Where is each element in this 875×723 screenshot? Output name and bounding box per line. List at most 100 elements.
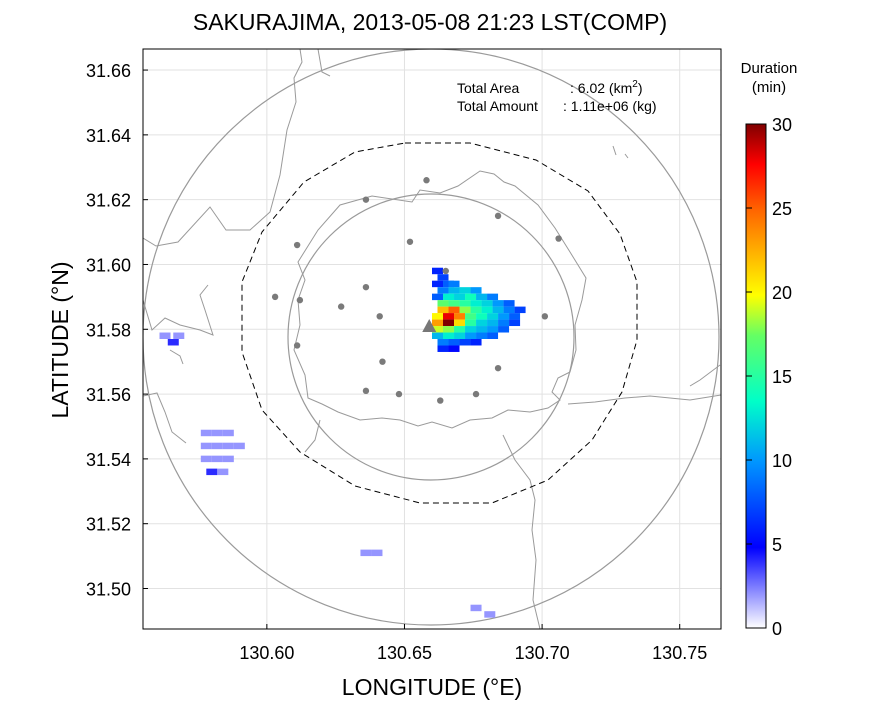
duration-cell (454, 332, 466, 339)
x-tick-label: 130.60 (239, 643, 294, 663)
colorbar-tick-label: 0 (772, 619, 782, 639)
duration-cell (437, 345, 449, 352)
colorbar-tick-label: 20 (772, 283, 792, 303)
duration-cell (470, 604, 482, 612)
duration-cell (233, 442, 245, 450)
duration-cell (487, 313, 499, 320)
colorbar: Duration (min) 0 5 10 15 20 25 30 (741, 60, 798, 639)
duration-cell (465, 319, 477, 327)
duration-cell (222, 455, 234, 463)
y-tick-label: 31.56 (86, 385, 131, 405)
colorbar-tick-label: 15 (772, 367, 792, 387)
duration-cell (432, 293, 444, 301)
plot-frame (142, 48, 722, 630)
duration-cell (465, 326, 477, 333)
duration-cell (448, 280, 460, 288)
duration-cell (454, 319, 466, 327)
station-point (494, 212, 502, 220)
duration-cell (211, 442, 223, 450)
duration-cell (470, 339, 482, 346)
station-point (271, 293, 279, 301)
duration-cell (448, 345, 460, 352)
duration-cell (448, 306, 460, 314)
duration-cell (487, 319, 499, 327)
duration-cell (448, 287, 460, 294)
y-tick-label: 31.64 (86, 126, 131, 146)
duration-cell (173, 332, 185, 339)
duration-cell (211, 429, 223, 437)
duration-cell (443, 332, 455, 339)
duration-cell (217, 468, 229, 476)
total-area-value: : 6.02 (km2) (570, 79, 642, 96)
station-point (362, 387, 370, 395)
y-tick-label: 31.50 (86, 579, 131, 599)
duration-cell (432, 280, 444, 288)
range-ring-inner (287, 193, 575, 481)
station-point (442, 267, 449, 275)
colorbar-title: Duration (741, 60, 798, 77)
duration-cell (509, 319, 521, 327)
station-point (494, 364, 502, 372)
duration-cell (487, 332, 499, 339)
duration-cell (514, 306, 526, 314)
y-axis-ticks: 31.50 31.52 31.54 31.56 31.58 31.60 31.62 31.64… (86, 61, 148, 599)
duration-cell (476, 313, 488, 320)
duration-cell (167, 339, 179, 346)
duration-cell (432, 313, 444, 320)
colorbar-tick-label: 10 (772, 451, 792, 471)
x-tick-label: 130.75 (652, 643, 707, 663)
observation-boundary (241, 142, 638, 504)
duration-cell (432, 332, 444, 339)
duration-cell (371, 549, 383, 557)
duration-cell (492, 306, 504, 314)
station-point (555, 235, 562, 242)
x-tick-label: 130.65 (377, 643, 432, 663)
duration-cell (200, 442, 212, 450)
duration-cell (437, 274, 449, 281)
duration-cell (459, 339, 471, 346)
duration-cell (432, 326, 444, 333)
y-tick-label: 31.54 (86, 450, 131, 470)
coastline (143, 49, 721, 629)
y-tick-label: 31.60 (86, 255, 131, 275)
duration-cell (454, 326, 466, 333)
duration-cell (211, 455, 223, 463)
colorbar-tick-label: 5 (772, 535, 782, 555)
duration-cell (432, 267, 444, 275)
colorbar-unit: (min) (752, 79, 786, 96)
station-point (379, 358, 386, 365)
duration-cell (470, 300, 482, 307)
station-point (423, 177, 430, 184)
duration-cell (437, 306, 449, 314)
range-ring-outer (143, 49, 720, 626)
duration-cell (159, 332, 171, 339)
colorbar-tick-label: 30 (772, 115, 792, 135)
station-point (362, 283, 370, 291)
duration-cell (222, 442, 234, 450)
y-tick-label: 31.62 (86, 191, 131, 211)
duration-cell (432, 319, 444, 327)
y-tick-label: 31.52 (86, 515, 131, 535)
y-tick-label: 31.58 (86, 320, 131, 340)
x-tick-label: 130.70 (515, 643, 570, 663)
duration-cell (498, 326, 510, 333)
duration-cell (459, 287, 471, 294)
duration-cell (437, 300, 449, 307)
station-point (472, 390, 480, 398)
duration-cell (476, 293, 488, 301)
duration-cell (360, 549, 372, 557)
station-point (293, 342, 301, 349)
duration-cell (487, 293, 499, 301)
duration-cell (498, 319, 510, 327)
station-point (406, 238, 414, 245)
station-point (395, 390, 403, 398)
duration-cell (487, 326, 499, 333)
duration-cell (509, 313, 521, 320)
colorbar-ticks: 0 5 10 15 20 25 30 (746, 115, 792, 639)
duration-cell (222, 429, 234, 437)
total-area-label: Total Area (457, 80, 519, 96)
duration-cell (443, 293, 455, 301)
y-tick-label: 31.66 (86, 61, 131, 81)
station-point (337, 303, 345, 310)
duration-cell (470, 306, 482, 314)
